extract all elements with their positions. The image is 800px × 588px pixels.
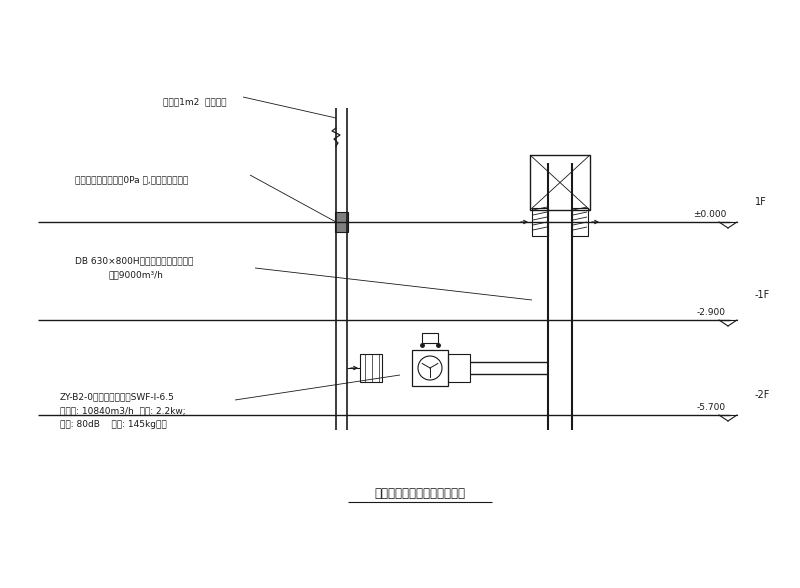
Text: DB 630×800H（常开式百叶送风口）: DB 630×800H（常开式百叶送风口） [75,256,194,265]
Text: 送风量: 10840m3/h  功率: 2.2kw;: 送风量: 10840m3/h 功率: 2.2kw; [60,406,186,415]
Text: -1F: -1F [755,290,770,300]
Text: 风量9000m³/h: 风量9000m³/h [108,270,163,279]
Bar [572,208,588,236]
Bar [422,333,438,343]
Text: 地下室楼梯间加压送风系统图: 地下室楼梯间加压送风系统图 [374,487,466,500]
Text: -2.900: -2.900 [697,308,726,317]
Text: 1F: 1F [755,197,766,207]
Text: 噪声: 80dB    重量: 145kg吊装: 噪声: 80dB 重量: 145kg吊装 [60,420,166,429]
Bar [530,155,590,210]
Bar [412,350,448,386]
Bar [335,212,348,232]
Text: -5.700: -5.700 [697,403,726,412]
Text: 当楼梯间余压值超过0Pa 时,开启旁通泄压阀: 当楼梯间余压值超过0Pa 时,开启旁通泄压阀 [75,175,188,184]
Text: -2F: -2F [755,390,770,400]
Text: ZY-B2-0调流加压送风机SWF-I-6.5: ZY-B2-0调流加压送风机SWF-I-6.5 [60,392,175,401]
Bar [360,354,382,382]
Bar [532,208,548,236]
Text: ±0.000: ±0.000 [693,210,726,219]
Bar [448,354,470,382]
Text: 不小于1m2  的固定管: 不小于1m2 的固定管 [163,97,226,106]
